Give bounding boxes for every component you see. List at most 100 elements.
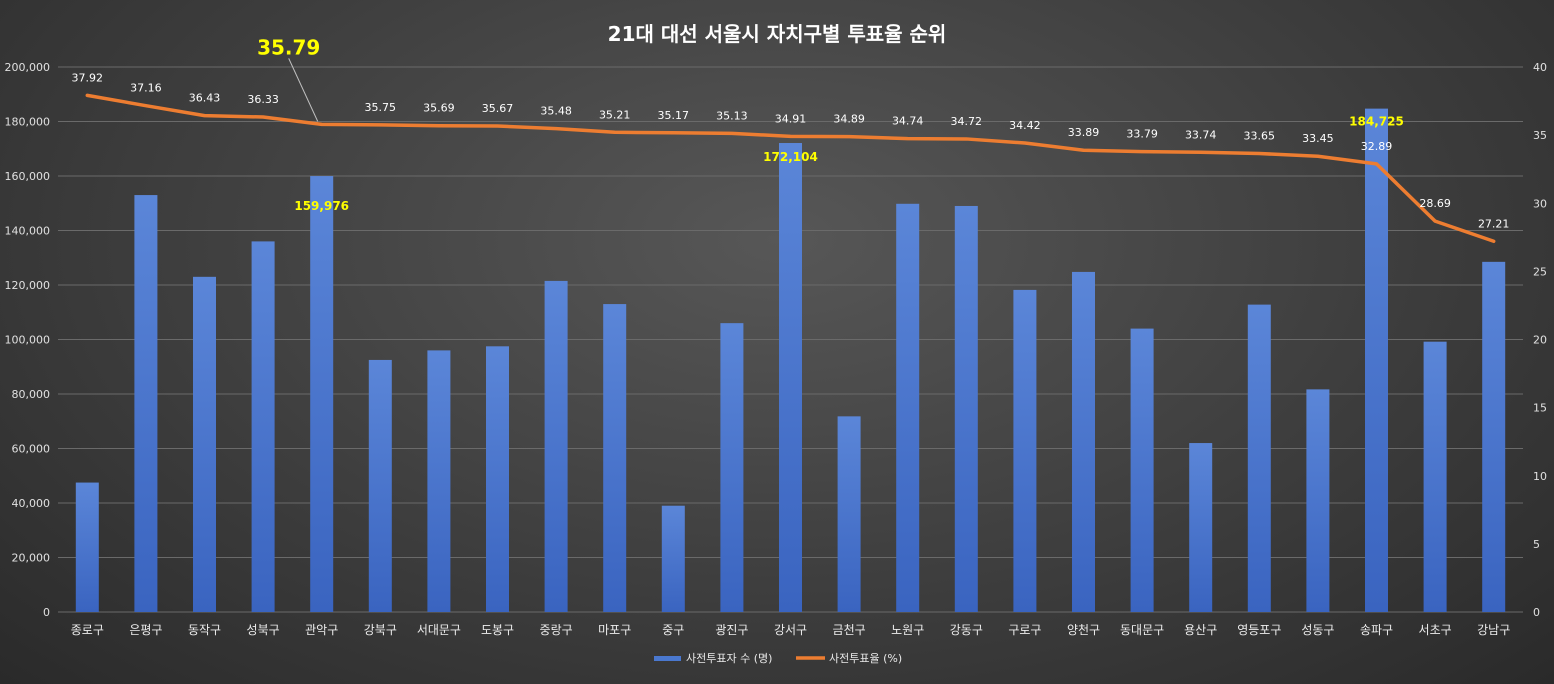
rate-data-label: 34.89 <box>833 113 865 126</box>
rate-data-label: 34.42 <box>1009 119 1041 132</box>
rate-data-label: 37.16 <box>130 82 162 95</box>
right-tick-label: 0 <box>1533 606 1540 619</box>
rate-data-label: 35.69 <box>423 102 455 115</box>
category-label: 은평구 <box>129 623 162 637</box>
bar <box>779 143 802 612</box>
left-tick-label: 20,000 <box>12 552 51 565</box>
category-label: 금천구 <box>833 622 866 637</box>
bar <box>837 416 861 612</box>
category-label: 성북구 <box>247 623 280 637</box>
category-label: 영등포구 <box>1237 623 1281 637</box>
data-labels: 37.92 37.16 36.43 36.33 35.75 35.69 35.67 35.48… <box>72 35 1510 230</box>
rate-data-label: 27.21 <box>1478 217 1510 230</box>
bar <box>603 304 627 612</box>
rate-data-label: 37.92 <box>72 71 104 84</box>
bar <box>1365 108 1388 612</box>
bar <box>720 323 744 612</box>
bar <box>1189 443 1213 612</box>
bar-series <box>75 108 1506 613</box>
line-series <box>85 93 1496 244</box>
bar <box>251 241 275 612</box>
rate-data-label: 33.79 <box>1126 128 1158 141</box>
left-axis-ticks: 0 20,000 40,000 60,000 80,000 100,000 120,000 1… <box>5 61 51 619</box>
legend-label-line: 사전투표율 (%) <box>829 652 902 665</box>
category-label: 서초구 <box>1419 623 1452 637</box>
bar <box>368 359 392 612</box>
category-label: 성동구 <box>1301 623 1334 637</box>
rate-data-label: 33.89 <box>1068 126 1100 139</box>
bar <box>193 276 216 612</box>
category-label: 송파구 <box>1360 623 1393 637</box>
rate-data-label: 35.48 <box>540 105 572 118</box>
left-tick-label: 40,000 <box>12 497 51 510</box>
rate-data-label: 36.43 <box>189 92 221 105</box>
bar <box>1482 261 1506 612</box>
legend-swatch-bar <box>654 656 681 661</box>
rate-data-label: 33.45 <box>1302 132 1334 145</box>
category-label: 동대문구 <box>1120 623 1164 637</box>
right-tick-label: 20 <box>1533 334 1547 347</box>
rate-data-label: 35.17 <box>658 109 690 122</box>
right-tick-label: 10 <box>1533 470 1547 483</box>
category-label: 양천구 <box>1067 622 1100 637</box>
rate-data-label: 35.75 <box>365 101 397 114</box>
bar <box>427 350 451 612</box>
category-label: 강동구 <box>950 623 983 637</box>
category-label: 강북구 <box>364 623 397 637</box>
category-label: 도봉구 <box>481 623 514 637</box>
category-label: 중구 <box>662 623 684 637</box>
category-label: 중랑구 <box>540 623 573 637</box>
rate-data-label: 28.69 <box>1419 197 1451 210</box>
rate-data-label: 33.65 <box>1244 130 1276 143</box>
category-label: 종로구 <box>71 623 104 637</box>
bar <box>1423 341 1447 612</box>
bar <box>1247 304 1271 612</box>
bar-highlight-label: 172,104 <box>763 150 818 164</box>
bar-highlight-label: 159,976 <box>294 199 349 213</box>
left-tick-label: 160,000 <box>5 170 51 183</box>
category-label: 서대문구 <box>417 623 461 637</box>
right-tick-label: 5 <box>1533 538 1540 551</box>
rate-data-label: 34.91 <box>775 112 807 125</box>
left-tick-label: 100,000 <box>5 334 51 347</box>
left-tick-label: 60,000 <box>12 443 51 456</box>
left-tick-label: 180,000 <box>5 116 51 129</box>
right-tick-label: 30 <box>1533 197 1547 210</box>
bar-highlight-label: 184,725 <box>1349 115 1404 129</box>
rate-line <box>85 93 1496 244</box>
rate-data-label: 33.74 <box>1185 128 1217 141</box>
rate-data-label: 35.13 <box>716 109 748 122</box>
category-label: 구로구 <box>1008 623 1041 637</box>
left-tick-label: 120,000 <box>5 279 51 292</box>
left-tick-label: 140,000 <box>5 225 51 238</box>
bar <box>75 482 99 612</box>
bar <box>954 205 978 612</box>
category-label: 동작구 <box>188 623 221 637</box>
category-axis: 종로구 은평구 동작구 성북구 관악구 강북구 서대문구 도봉구 중랑구 마포구 중구 광진구 강서구 금… <box>71 622 1511 637</box>
left-tick-label: 80,000 <box>12 388 51 401</box>
left-tick-label: 200,000 <box>5 61 51 74</box>
category-label: 관악구 <box>305 623 338 637</box>
chart-title: 21대 대선 서울시 자치구별 투표율 순위 <box>608 22 947 46</box>
right-tick-label: 15 <box>1533 402 1547 415</box>
category-label: 마포구 <box>598 623 631 637</box>
bar <box>896 203 920 613</box>
rate-data-label: 32.89 <box>1361 140 1393 153</box>
bar <box>134 195 158 612</box>
callout-leader-line <box>288 58 319 122</box>
right-axis-ticks: 0 5 10 15 20 25 30 35 40 <box>1533 61 1547 619</box>
rate-data-label: 34.72 <box>951 115 983 128</box>
bar <box>1130 328 1154 612</box>
rate-data-label: 35.21 <box>599 108 631 121</box>
rate-data-label: 34.74 <box>892 115 924 128</box>
callout-label: 35.79 <box>257 35 320 59</box>
right-tick-label: 40 <box>1533 61 1547 74</box>
bar <box>661 505 685 612</box>
rate-data-label: 35.67 <box>482 102 514 115</box>
left-tick-label: 0 <box>43 606 50 619</box>
category-label: 광진구 <box>715 623 748 637</box>
category-label: 강남구 <box>1477 623 1510 637</box>
bar <box>1072 271 1095 612</box>
